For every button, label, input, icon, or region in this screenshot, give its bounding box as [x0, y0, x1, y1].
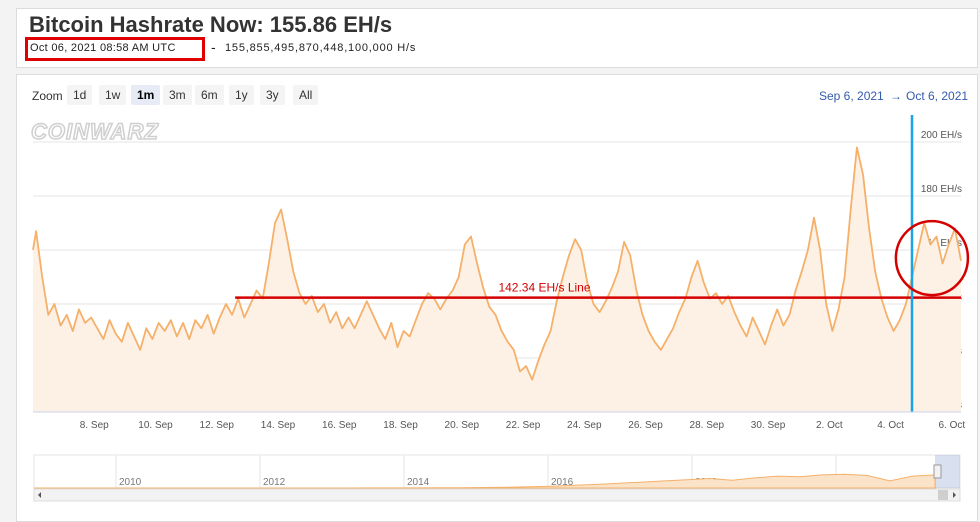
x-tick-label: 22. Sep — [506, 420, 541, 431]
x-tick-label: 18. Sep — [383, 420, 418, 431]
x-tick-label: 16. Sep — [322, 420, 357, 431]
hashrate-chart: COINWARZ 100 EH/s120 EH/s140 EH/s160 EH/… — [30, 115, 970, 502]
navigator-series — [34, 473, 936, 489]
y-tick-label: 160 EH/s — [921, 238, 962, 249]
navigator-year-label: 2016 — [551, 477, 574, 488]
navigator-year-label: 2014 — [407, 477, 430, 488]
zoom-button-1m[interactable]: 1m — [131, 85, 161, 105]
x-tick-label: 4. Oct — [877, 420, 904, 431]
zoom-button-1y[interactable]: 1y — [229, 85, 254, 105]
x-tick-label: 12. Sep — [200, 420, 235, 431]
range-from-input[interactable]: Sep 6, 2021 — [819, 89, 884, 103]
x-tick-label: 26. Sep — [628, 420, 663, 431]
series-area-fill — [33, 147, 961, 412]
zoom-button-all[interactable]: All — [293, 85, 319, 105]
x-tick-label: 8. Sep — [80, 420, 109, 431]
chart-panel: Zoom 1d 1w 1m 3m 6m 1y 3y All Sep 6, 202… — [16, 74, 978, 522]
range-to-input[interactable]: Oct 6, 2021 — [906, 89, 969, 103]
y-tick-label: 200 EH/s — [921, 130, 962, 141]
navigator-handle[interactable] — [933, 464, 942, 479]
range-arrow: → — [890, 89, 902, 103]
scroll-left-arrow-icon[interactable] — [38, 492, 41, 498]
scroll-right-arrow-icon[interactable] — [953, 492, 956, 498]
y-tick-label: 180 EH/s — [921, 184, 962, 195]
zoom-label: Zoom — [32, 89, 63, 103]
header-panel: Bitcoin Hashrate Now: 155.86 EH/s Oct 06… — [16, 8, 978, 68]
coinwarz-watermark: COINWARZ — [31, 119, 159, 144]
x-tick-label: 10. Sep — [138, 420, 173, 431]
annotation-highlight-circle — [894, 219, 970, 297]
x-tick-label: 14. Sep — [261, 420, 296, 431]
hashrate-hs: 155,855,495,870,448,100,000 H/s — [225, 42, 417, 54]
x-tick-label: 20. Sep — [445, 420, 480, 431]
annotation-line-label: 142.34 EH/s Line — [498, 281, 590, 295]
separator: - — [211, 39, 216, 55]
series-line-hashrate — [32, 146, 962, 381]
x-tick-label: 28. Sep — [690, 420, 725, 431]
zoom-button-3m[interactable]: 3m — [163, 85, 192, 105]
x-tick-label: 24. Sep — [567, 420, 602, 431]
zoom-button-6m[interactable]: 6m — [195, 85, 224, 105]
zoom-button-1d[interactable]: 1d — [67, 85, 93, 105]
zoom-button-3y[interactable]: 3y — [260, 85, 285, 105]
scrollbar-track[interactable] — [33, 488, 961, 502]
x-tick-label: 6. Oct — [938, 420, 965, 431]
page-title: Bitcoin Hashrate Now: 155.86 EH/s — [29, 12, 393, 37]
x-tick-label: 30. Sep — [751, 420, 786, 431]
timestamp: Oct 06, 2021 08:58 AM UTC — [30, 42, 176, 54]
scrollbar-thumb[interactable] — [938, 490, 948, 500]
x-tick-label: 2. Oct — [816, 420, 843, 431]
zoom-button-1w[interactable]: 1w — [99, 85, 127, 105]
timestamp-highlight-box — [25, 37, 205, 61]
navigator-year-label: 2010 — [119, 477, 142, 488]
navigator-year-label: 2012 — [263, 477, 286, 488]
